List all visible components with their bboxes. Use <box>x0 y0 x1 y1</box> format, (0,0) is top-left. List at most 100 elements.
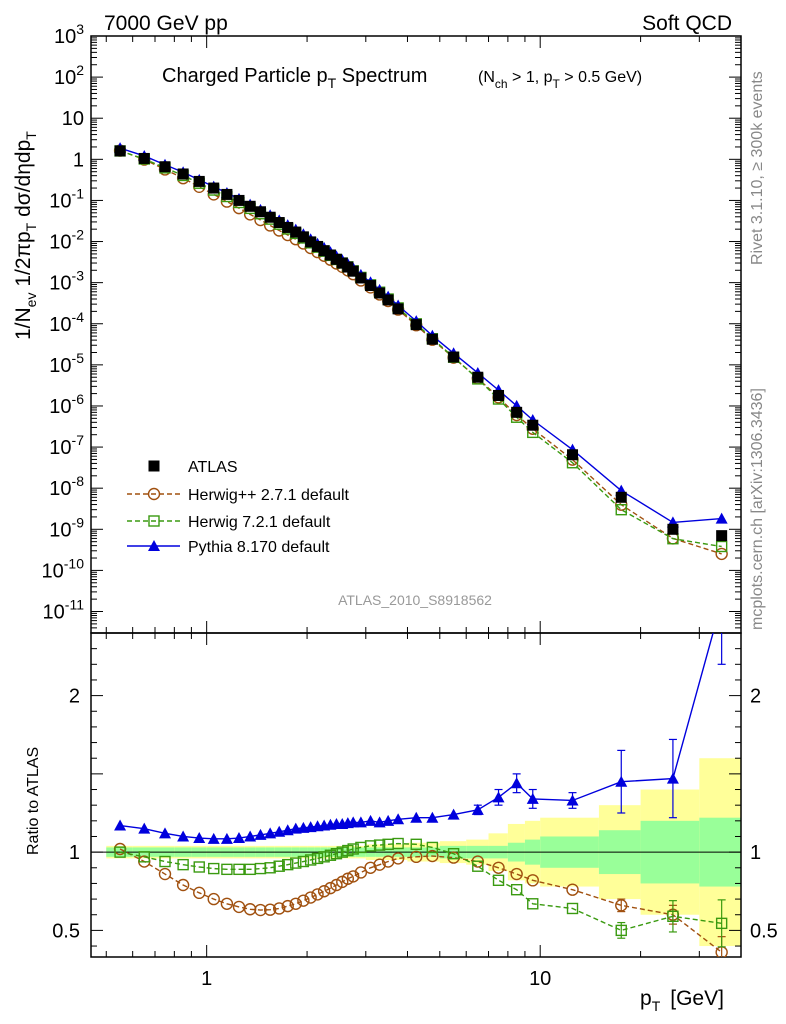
pythia8-ratio-point <box>114 819 127 831</box>
ratio-y-tick-label: 1 <box>69 842 80 864</box>
atlas-data-point <box>264 211 276 223</box>
mcplots-label: mcplots.cern.ch [arXiv:1306.3436] <box>749 388 766 630</box>
herwigpp-ratio-point <box>289 897 302 910</box>
herwig7-ratio-point <box>566 902 579 915</box>
atlas-data-point <box>244 200 256 212</box>
herwig7-ratio-point <box>527 898 539 910</box>
atlas-data-point <box>355 272 367 284</box>
ratio-y-tick-label: 2 <box>750 686 761 708</box>
herwigpp-ratio-point <box>176 878 190 892</box>
atlas-data-point <box>159 161 171 173</box>
herwig7-ratio-point <box>510 883 523 896</box>
pythia8-ratio-point <box>382 814 395 826</box>
pythia8-ratio-point <box>373 816 386 828</box>
legend-atlas-marker <box>148 460 160 472</box>
y-axis-label: 1/Nev 1/2πpT dσ/dηdpT <box>12 131 39 340</box>
pythia8-ratio-point <box>492 791 505 803</box>
herwig7-ratio-point <box>330 847 343 860</box>
herwig7-ratio-point <box>715 917 728 930</box>
main-panel-series <box>113 142 728 561</box>
herwigpp-ratio-point <box>373 858 386 871</box>
herwig7-ratio-point <box>304 854 317 866</box>
herwigpp-ratio-point <box>207 892 220 906</box>
pythia8-ratio-point <box>716 596 728 607</box>
herwig7-ratio-point <box>364 840 377 852</box>
atlas-data-point <box>312 240 324 252</box>
atlas-data-point <box>318 245 330 257</box>
herwig7-ratio-point <box>347 843 359 855</box>
herwig7-ratio-point <box>410 838 422 851</box>
herwig7-ratio-point <box>426 841 439 854</box>
y-tick-label: 10-4 <box>49 309 84 336</box>
herwigpp-ratio-point <box>492 861 505 874</box>
herwig7-ratio-point <box>282 858 294 871</box>
pythia8-ratio-point <box>666 772 679 784</box>
atlas-data-point <box>221 188 233 200</box>
x-tick-label: 1 <box>201 968 212 990</box>
atlas-data-point <box>493 389 505 401</box>
pythia8-ratio-point <box>426 811 439 823</box>
herwig7-ratio-point <box>208 862 220 875</box>
y-tick-label: 103 <box>54 21 84 48</box>
pythia8-ratio-point <box>526 792 539 804</box>
pythia8-ratio-point <box>254 828 267 840</box>
analysis-id: ATLAS_2010_S8918562 <box>338 592 492 608</box>
ratio-y-tick-label: 2 <box>69 686 80 708</box>
herwig7-ratio-point <box>264 862 276 874</box>
series-layer <box>113 142 728 957</box>
pythia8-ratio-point <box>232 832 245 844</box>
pythia8-ratio-point <box>264 827 277 839</box>
herwigpp-ratio-point <box>330 878 343 892</box>
herwigpp-ratio-point <box>273 902 286 915</box>
herwig7-ratio-point <box>177 858 189 871</box>
atlas-data-point <box>392 303 404 315</box>
legend-label: ATLAS <box>188 459 238 476</box>
atlas-data-point <box>330 253 342 265</box>
category-label: Soft QCD <box>642 12 732 35</box>
herwig7-ratio-point <box>297 855 310 868</box>
herwigpp-ratio-point <box>510 867 523 881</box>
atlas-data-point <box>365 280 377 292</box>
herwigpp-ratio-point <box>297 894 310 907</box>
atlas-data-point <box>567 449 579 461</box>
atlas-data-point <box>374 287 386 299</box>
atlas-data-point <box>273 217 285 229</box>
atlas-data-point <box>336 257 348 269</box>
herwigpp-ratio-point <box>354 866 368 879</box>
pythia8-ratio-point <box>138 822 151 834</box>
herwigpp-ratio-point <box>526 874 539 887</box>
ratio-y-tick-label: 0.5 <box>52 920 80 942</box>
herwig7-ratio-point <box>318 851 330 863</box>
herwigpp-ratio-point <box>410 850 423 864</box>
y-tick-label: 10-5 <box>49 350 84 377</box>
herwig7-ratio-point <box>373 839 386 851</box>
pythia8-ratio-point <box>273 825 286 837</box>
herwigpp-ratio-point <box>346 870 360 883</box>
y-tick-label: 10-11 <box>43 597 85 624</box>
herwigpp-ratio-point <box>158 867 172 881</box>
herwig7-ratio-point <box>447 847 460 860</box>
atlas-data-point <box>716 530 728 542</box>
legend-marker <box>148 540 160 551</box>
pythia8-ratio-point <box>354 816 367 828</box>
y-tick-label: 10 <box>62 108 84 130</box>
pythia8-ratio-point <box>510 777 523 789</box>
atlas-data-point <box>347 265 359 277</box>
pythia8-ratio-point <box>615 775 628 787</box>
herwig7-point <box>715 540 728 553</box>
herwig7-ratio-point <box>667 910 679 923</box>
atlas-data-point <box>527 419 539 431</box>
pythia8-ratio-point <box>193 832 206 844</box>
y-tick-label: 10-7 <box>49 432 84 459</box>
pythia8-ratio-point <box>177 830 190 842</box>
atlas-data-point <box>667 523 679 535</box>
herwig7-ratio-point <box>492 874 505 887</box>
herwigpp-point <box>715 547 728 561</box>
herwig7-ratio-point <box>221 863 233 876</box>
legend-marker <box>148 515 160 527</box>
y-tick-label: 10-1 <box>49 185 84 212</box>
pythia8-ratio-point <box>410 811 423 823</box>
herwigpp-ratio-point <box>193 886 206 900</box>
chart-subtitle: (Nch > 1, pT > 0.5 GeV) <box>478 69 642 91</box>
y-tick-label: 1 <box>73 149 84 171</box>
